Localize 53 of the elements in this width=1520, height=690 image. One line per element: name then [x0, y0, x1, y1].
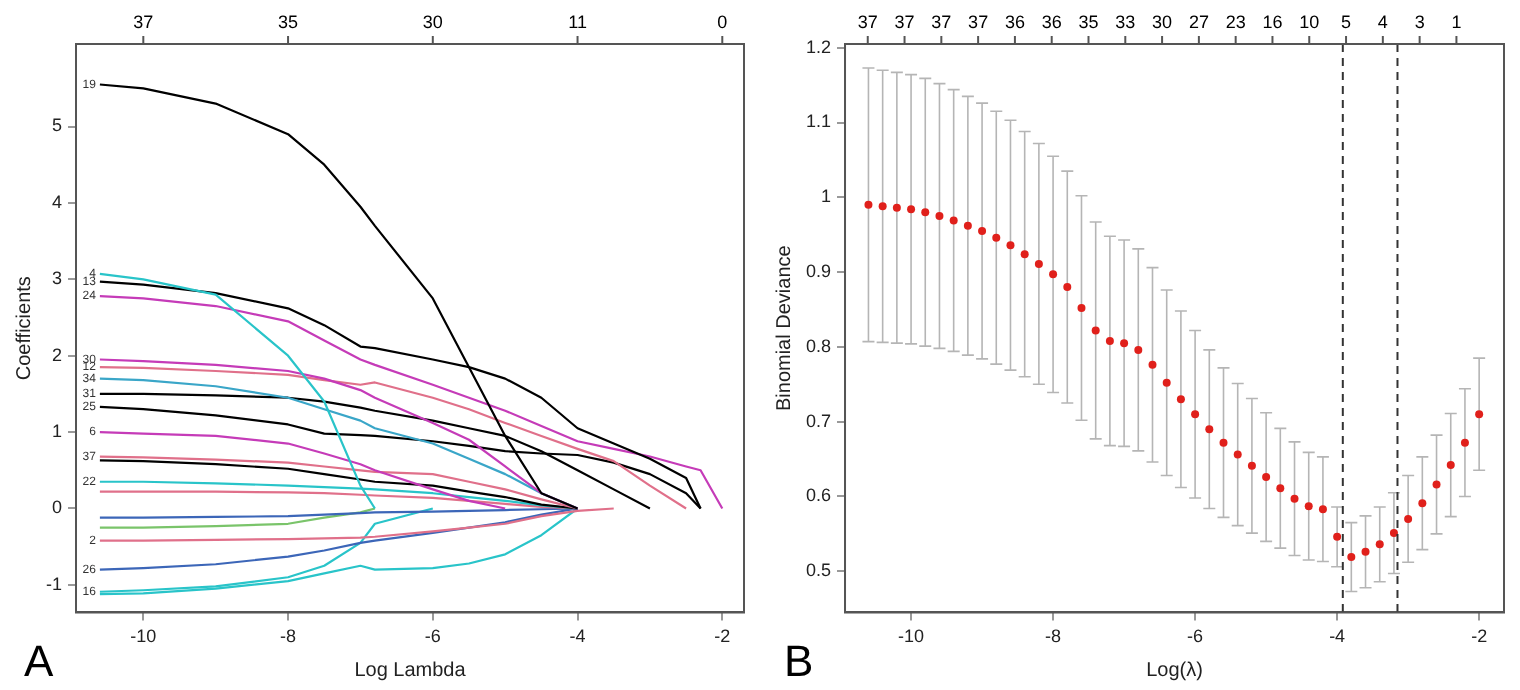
text: 0 — [717, 11, 728, 32]
y-tick-label: 0.6 — [805, 485, 832, 506]
x-tick-label: -4 — [569, 626, 586, 647]
x-tick-label: -6 — [1187, 626, 1204, 647]
text: 35 — [1078, 11, 1099, 32]
text: 37 — [968, 11, 989, 32]
text: 37 — [133, 11, 154, 32]
text: 4 — [1377, 11, 1388, 32]
y-tick-label: 0.5 — [805, 560, 832, 581]
x-axis-title: Log Lambda — [354, 659, 467, 682]
text: 3 — [1414, 11, 1425, 32]
y-tick-label: 4 — [51, 191, 62, 212]
text: 16 — [1262, 11, 1283, 32]
text: 36 — [1004, 11, 1025, 32]
y-tick-label: 0.8 — [805, 335, 832, 356]
text: 37 — [931, 11, 952, 32]
x-tick-label: -6 — [424, 626, 441, 647]
y-axis-title: Binomial Deviance — [773, 244, 796, 412]
text: 35 — [278, 11, 299, 32]
y-tick-label: 5 — [51, 115, 62, 136]
text: 30 — [422, 11, 443, 32]
x-tick-label: -2 — [1471, 626, 1488, 647]
text: 33 — [1115, 11, 1136, 32]
y-tick-label: 0.7 — [805, 410, 832, 431]
y-tick-label: 2 — [51, 344, 62, 365]
text: 1 — [1451, 11, 1462, 32]
text: 36 — [1041, 11, 1062, 32]
text: 23 — [1225, 11, 1246, 32]
text: A — [24, 636, 54, 687]
text: 11 — [568, 11, 587, 32]
x-tick-label: -8 — [1045, 626, 1062, 647]
y-tick-label: 1 — [51, 421, 62, 442]
text: B — [784, 636, 814, 687]
x-tick-label: -10 — [130, 626, 157, 647]
y-tick-label: 0 — [51, 497, 62, 518]
y-axis-title: Coefficients — [13, 276, 36, 381]
y-tick-label: 1.1 — [805, 111, 832, 132]
y-tick-label: 0.9 — [805, 261, 832, 282]
text: 30 — [1152, 11, 1173, 32]
text: 27 — [1188, 11, 1209, 32]
y-tick-label: -1 — [45, 573, 62, 594]
x-axis-title: Log(λ) — [1146, 659, 1203, 682]
text: 5 — [1341, 11, 1352, 32]
text: 37 — [857, 11, 878, 32]
y-tick-label: 3 — [51, 268, 62, 289]
x-tick-label: -10 — [898, 626, 925, 647]
x-tick-label: -2 — [714, 626, 731, 647]
x-tick-label: -4 — [1329, 626, 1346, 647]
text: 37 — [894, 11, 915, 32]
x-tick-label: -8 — [280, 626, 297, 647]
y-tick-label: 1 — [820, 186, 832, 207]
y-tick-label: 1.2 — [805, 36, 832, 57]
text: 10 — [1299, 11, 1320, 32]
